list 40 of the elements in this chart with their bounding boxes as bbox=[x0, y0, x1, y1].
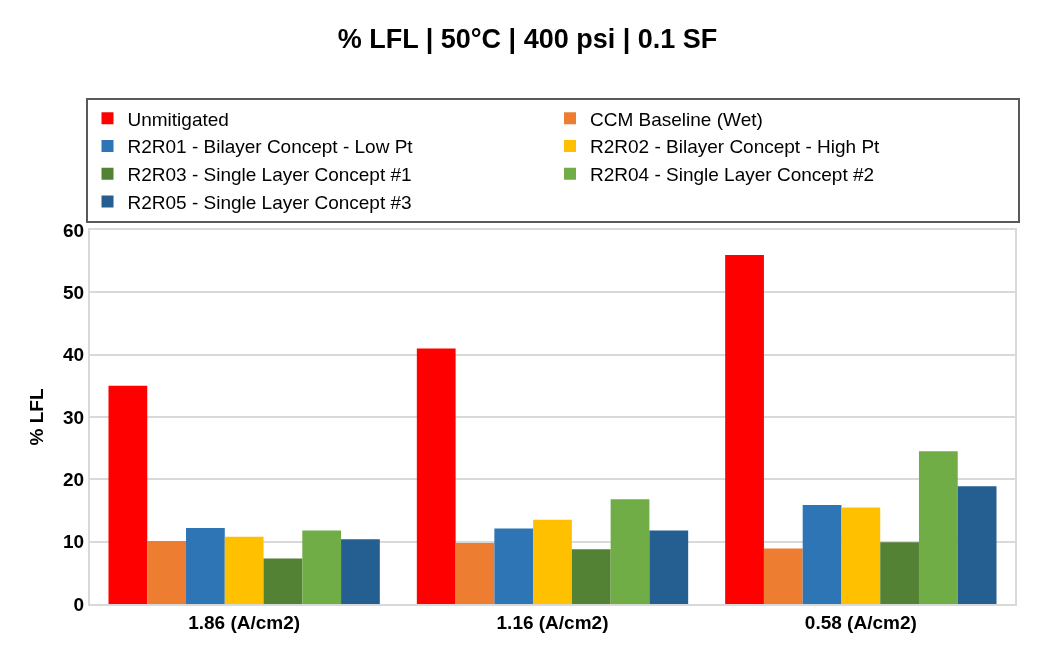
bar bbox=[147, 541, 187, 604]
bar bbox=[341, 539, 380, 604]
chart-title: % LFL | 50°C | 400 psi | 0.1 SF bbox=[337, 24, 718, 55]
legend-label: R2R01 - Bilayer Concept - Low Pt bbox=[127, 136, 414, 158]
bar bbox=[224, 536, 264, 604]
y-tick-label: 30 bbox=[63, 406, 85, 428]
bar bbox=[571, 549, 611, 604]
bar bbox=[957, 486, 997, 604]
bar bbox=[533, 519, 572, 604]
bar bbox=[763, 548, 803, 604]
y-tick-label: 10 bbox=[63, 531, 85, 553]
bar bbox=[186, 527, 225, 604]
x-tick-label: 0.58 (A/cm2) bbox=[804, 611, 917, 633]
bar bbox=[918, 451, 958, 604]
y-tick-label: 20 bbox=[63, 468, 85, 490]
legend-label: Unmitigated bbox=[127, 108, 229, 130]
bar bbox=[302, 530, 342, 604]
y-tick-label: 50 bbox=[63, 281, 85, 303]
bar bbox=[494, 528, 534, 604]
bar bbox=[416, 348, 456, 604]
legend-label: CCM Baseline (Wet) bbox=[590, 108, 763, 130]
y-tick-label: 40 bbox=[63, 344, 85, 366]
x-tick-label: 1.16 (A/cm2) bbox=[496, 611, 609, 633]
y-tick-label: 60 bbox=[63, 219, 85, 241]
bar bbox=[802, 504, 842, 604]
bar bbox=[455, 542, 495, 604]
y-axis-title: % LFL bbox=[26, 388, 48, 446]
bar bbox=[108, 385, 148, 604]
legend-label: R2R02 - Bilayer Concept - High Pt bbox=[590, 136, 881, 158]
bar bbox=[610, 499, 650, 604]
x-tick-label: 1.86 (A/cm2) bbox=[188, 611, 301, 633]
legend-label: R2R03 - Single Layer Concept #1 bbox=[127, 164, 412, 186]
bar bbox=[841, 507, 881, 604]
bar bbox=[880, 542, 919, 604]
bar bbox=[649, 530, 689, 604]
bar bbox=[725, 254, 764, 604]
legend-label: R2R05 - Single Layer Concept #3 bbox=[127, 191, 412, 213]
y-tick-label: 0 bbox=[73, 593, 85, 615]
legend-label: R2R04 - Single Layer Concept #2 bbox=[590, 164, 875, 186]
bar bbox=[263, 558, 303, 604]
